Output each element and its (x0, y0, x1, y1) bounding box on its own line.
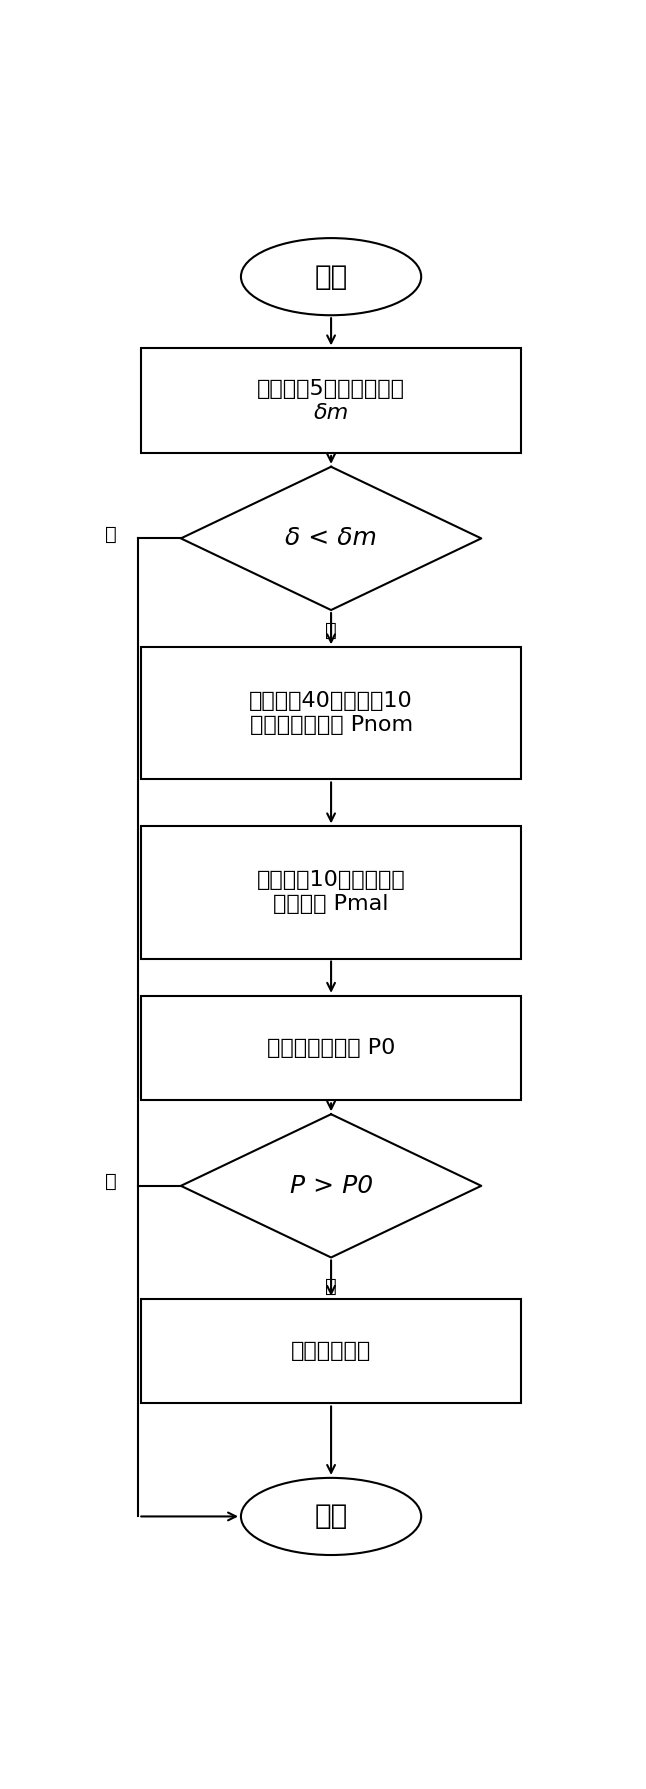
Text: 是: 是 (325, 1277, 337, 1295)
Ellipse shape (241, 1478, 421, 1555)
Text: 计算阈値实标比 P0: 计算阈値实标比 P0 (267, 1038, 395, 1057)
Text: 计算过去40天排名前10: 计算过去40天排名前10 (249, 691, 413, 712)
Text: 开始: 开始 (315, 263, 348, 290)
Polygon shape (181, 1115, 481, 1258)
Text: δm: δm (313, 403, 349, 422)
Bar (141, 827, 521, 959)
Ellipse shape (241, 238, 421, 315)
Text: 是: 是 (325, 621, 337, 640)
Text: 否: 否 (105, 1172, 117, 1191)
Text: 量实标比 Pmal: 量实标比 Pmal (273, 894, 389, 914)
Text: P > P0: P > P0 (289, 1174, 373, 1199)
Polygon shape (181, 467, 481, 610)
Text: 结束: 结束 (315, 1503, 348, 1530)
Text: 的实标比平均值 Pnom: 的实标比平均值 Pnom (249, 716, 413, 735)
Bar (141, 648, 521, 780)
Text: 取消故障告警: 取消故障告警 (291, 1342, 371, 1361)
Bar (141, 349, 521, 453)
Text: 查询过去5天最小离散率: 查询过去5天最小离散率 (257, 379, 405, 399)
Text: δ < δm: δ < δm (285, 526, 377, 551)
Bar (141, 996, 521, 1100)
Text: 否: 否 (105, 524, 117, 544)
Text: 计算过去10天的电站电: 计算过去10天的电站电 (256, 871, 406, 891)
Bar (141, 1299, 521, 1404)
